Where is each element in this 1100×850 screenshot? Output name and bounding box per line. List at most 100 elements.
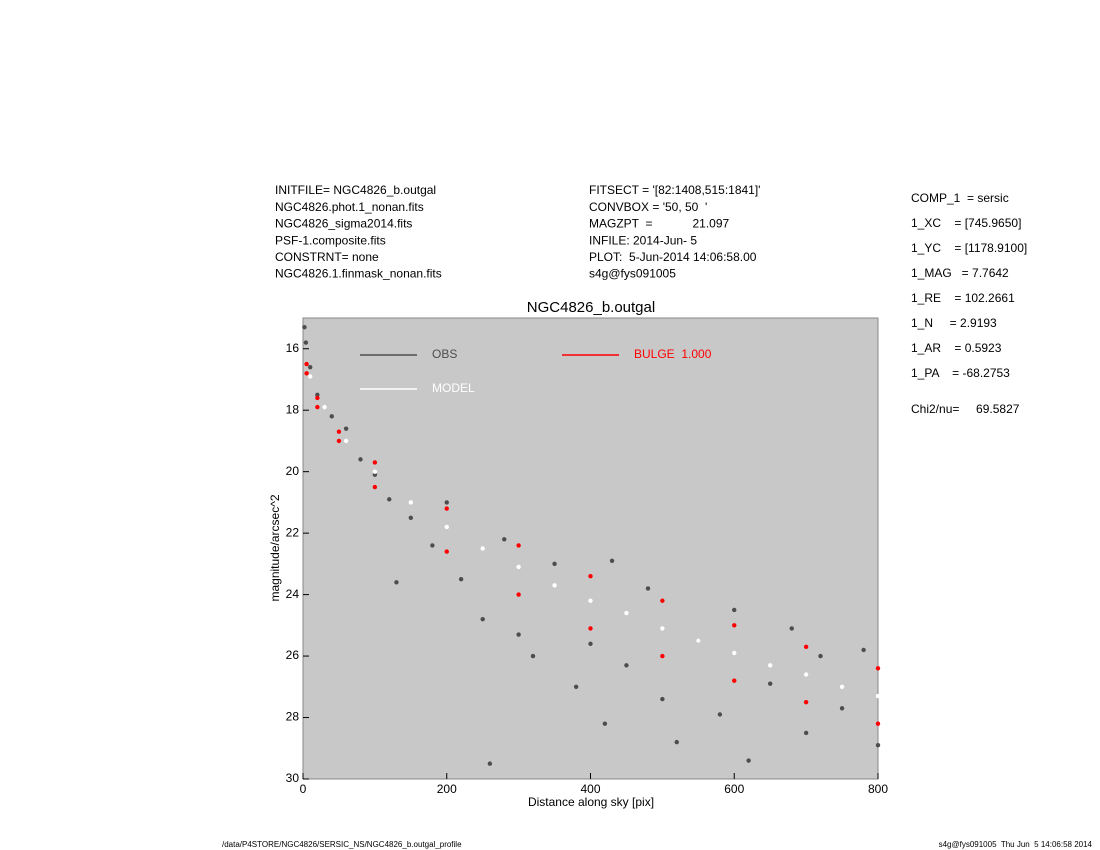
- point: [660, 653, 665, 659]
- point: [839, 684, 845, 689]
- x-axis-label: Distance along sky [pix]: [528, 795, 654, 809]
- y-tick-label: 16: [286, 341, 300, 355]
- x-tick-label: 200: [437, 782, 457, 796]
- point: [444, 506, 449, 511]
- point: [818, 653, 823, 659]
- point: [444, 549, 449, 554]
- footer-right: s4g@fys091005 Thu Jun 5 14:06:58 2014: [939, 840, 1093, 849]
- info-middle: s4g@fys091005: [589, 267, 676, 281]
- point: [303, 340, 309, 345]
- info-right: 1_RE = 102.2661: [911, 291, 1015, 305]
- point: [674, 739, 679, 745]
- x-tick-label: 600: [724, 782, 744, 796]
- point: [839, 706, 845, 711]
- point: [430, 543, 435, 548]
- point: [307, 374, 313, 379]
- point: [803, 644, 809, 650]
- point: [588, 573, 593, 579]
- point: [696, 638, 701, 643]
- y-tick-label: 24: [286, 587, 300, 601]
- info-left: NGC4826_sigma2014.fits: [275, 217, 412, 231]
- point: [732, 650, 737, 656]
- point: [803, 672, 809, 677]
- info-right: 1_MAG = 7.7642: [911, 266, 1009, 280]
- point: [444, 524, 449, 530]
- info-left: PSF-1.composite.fits: [275, 233, 386, 247]
- point: [336, 429, 342, 434]
- point: [372, 460, 378, 465]
- point: [767, 663, 773, 668]
- footer-left: /data/P4STORE/NGC4826/SERSIC_NS/NGC4826_…: [222, 840, 462, 849]
- info-middle: CONVBOX = '50, 50 ': [589, 200, 707, 214]
- point: [624, 663, 629, 668]
- point: [552, 583, 557, 588]
- point: [315, 404, 320, 410]
- point: [861, 647, 866, 653]
- info-left: CONSTRNT= none: [275, 250, 379, 264]
- point: [444, 500, 449, 505]
- point: [588, 598, 593, 603]
- point: [516, 632, 521, 637]
- info-right: 1_N = 2.9193: [911, 316, 997, 330]
- point: [660, 696, 665, 702]
- point: [717, 712, 723, 717]
- point: [304, 371, 309, 376]
- info-middle: MAGZPT = 21.097: [589, 217, 729, 231]
- y-tick-label: 28: [286, 710, 300, 724]
- info-left: NGC4826.phot.1_nonan.fits: [275, 200, 424, 214]
- info-left: NGC4826.1.finmask_nonan.fits: [275, 267, 442, 281]
- y-tick-label: 30: [286, 771, 300, 785]
- point: [875, 742, 881, 748]
- point: [516, 564, 521, 570]
- point: [408, 515, 414, 520]
- chi2: Chi2/nu= 69.5827: [911, 402, 1020, 416]
- x-tick-label: 400: [580, 782, 600, 796]
- point: [660, 598, 665, 603]
- point: [875, 693, 881, 699]
- point: [302, 325, 307, 330]
- point: [588, 626, 593, 631]
- point: [304, 361, 309, 367]
- point: [573, 684, 579, 689]
- point: [767, 681, 773, 686]
- point: [588, 641, 593, 646]
- legend-label: MODEL: [432, 381, 475, 395]
- point: [732, 623, 737, 628]
- point: [732, 607, 737, 613]
- info-right: COMP_1 = sersic: [911, 191, 1009, 205]
- point: [372, 469, 378, 474]
- plot-area: [302, 317, 879, 780]
- point: [660, 626, 665, 631]
- y-tick-label: 20: [286, 464, 300, 478]
- info-left: INITFILE= NGC4826_b.outgal: [275, 183, 436, 197]
- info-middle: FITSECT = '[82:1408,515:1841]': [589, 183, 760, 197]
- point: [803, 699, 809, 705]
- info-middle: INFILE: 2014-Jun- 5: [589, 233, 697, 247]
- point: [602, 721, 608, 726]
- point: [387, 497, 392, 502]
- point: [480, 616, 485, 622]
- point: [315, 395, 320, 401]
- legend-label: OBS: [432, 347, 457, 361]
- x-tick-label: 800: [868, 782, 888, 796]
- info-right: 1_YC = [1178.9100]: [911, 241, 1027, 255]
- point: [516, 592, 521, 597]
- point: [875, 721, 881, 726]
- x-tick-label: 0: [300, 782, 307, 796]
- info-right: 1_PA = -68.2753: [911, 366, 1010, 380]
- point: [487, 761, 493, 766]
- point: [394, 580, 399, 585]
- point: [307, 364, 313, 370]
- point: [609, 558, 615, 563]
- y-axis-label: magnitude/arcsec^2: [268, 494, 282, 601]
- point: [336, 438, 342, 444]
- point: [746, 758, 751, 763]
- point: [624, 610, 629, 616]
- point: [552, 561, 557, 567]
- point: [645, 586, 651, 591]
- point: [875, 666, 881, 671]
- point: [530, 653, 536, 659]
- point: [516, 543, 521, 548]
- point: [322, 404, 327, 410]
